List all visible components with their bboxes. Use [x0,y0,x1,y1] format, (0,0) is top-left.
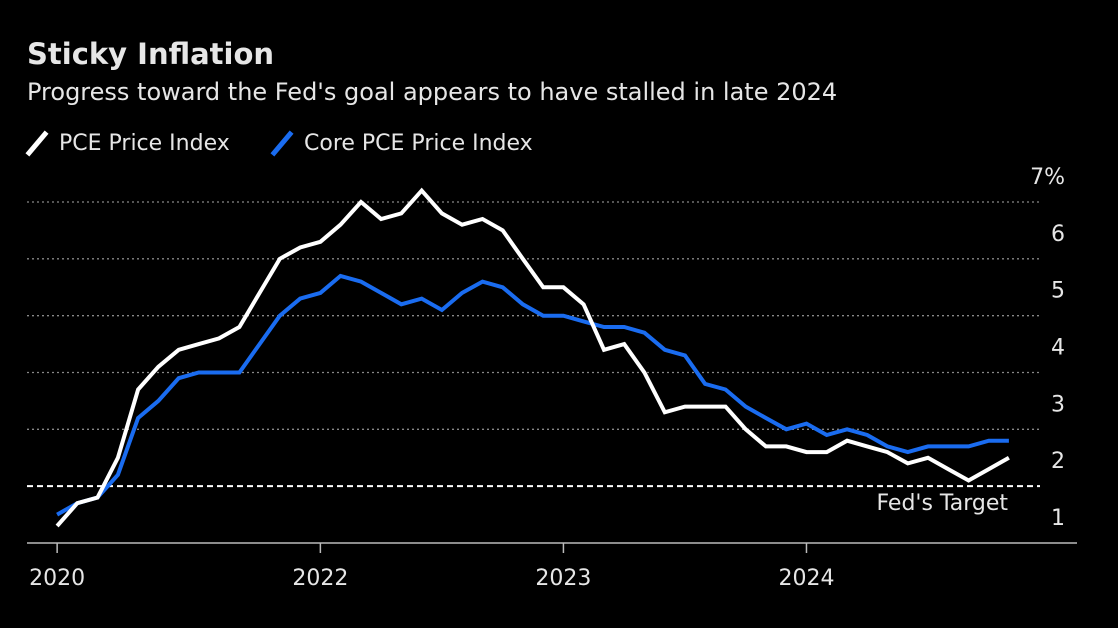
y-tick-label: 5 [1051,279,1065,304]
x-tick-label: 2024 [778,566,834,591]
target-label: Fed's Target [876,491,1008,516]
chart-title: Sticky Inflation [27,37,274,71]
series-line [56,273,1009,517]
y-tick-label: 7% [1030,165,1065,190]
y-tick-label: 6 [1051,222,1065,247]
y-tick-label: 1 [1051,506,1065,531]
legend-label: Core PCE Price Index [304,131,533,156]
chart-subtitle: Progress toward the Fed's goal appears t… [27,78,837,106]
y-tick-label: 4 [1051,336,1065,361]
series-line [55,187,1010,528]
x-tick-label: 2023 [535,566,591,591]
x-tick-label: 2020 [29,566,85,591]
x-tick-label: 2022 [292,566,348,591]
legend-label: PCE Price Index [59,131,230,156]
y-tick-label: 2 [1051,449,1065,474]
y-tick-label: 3 [1051,392,1065,417]
legend-swatch [25,130,49,157]
legend-swatch [270,130,294,157]
